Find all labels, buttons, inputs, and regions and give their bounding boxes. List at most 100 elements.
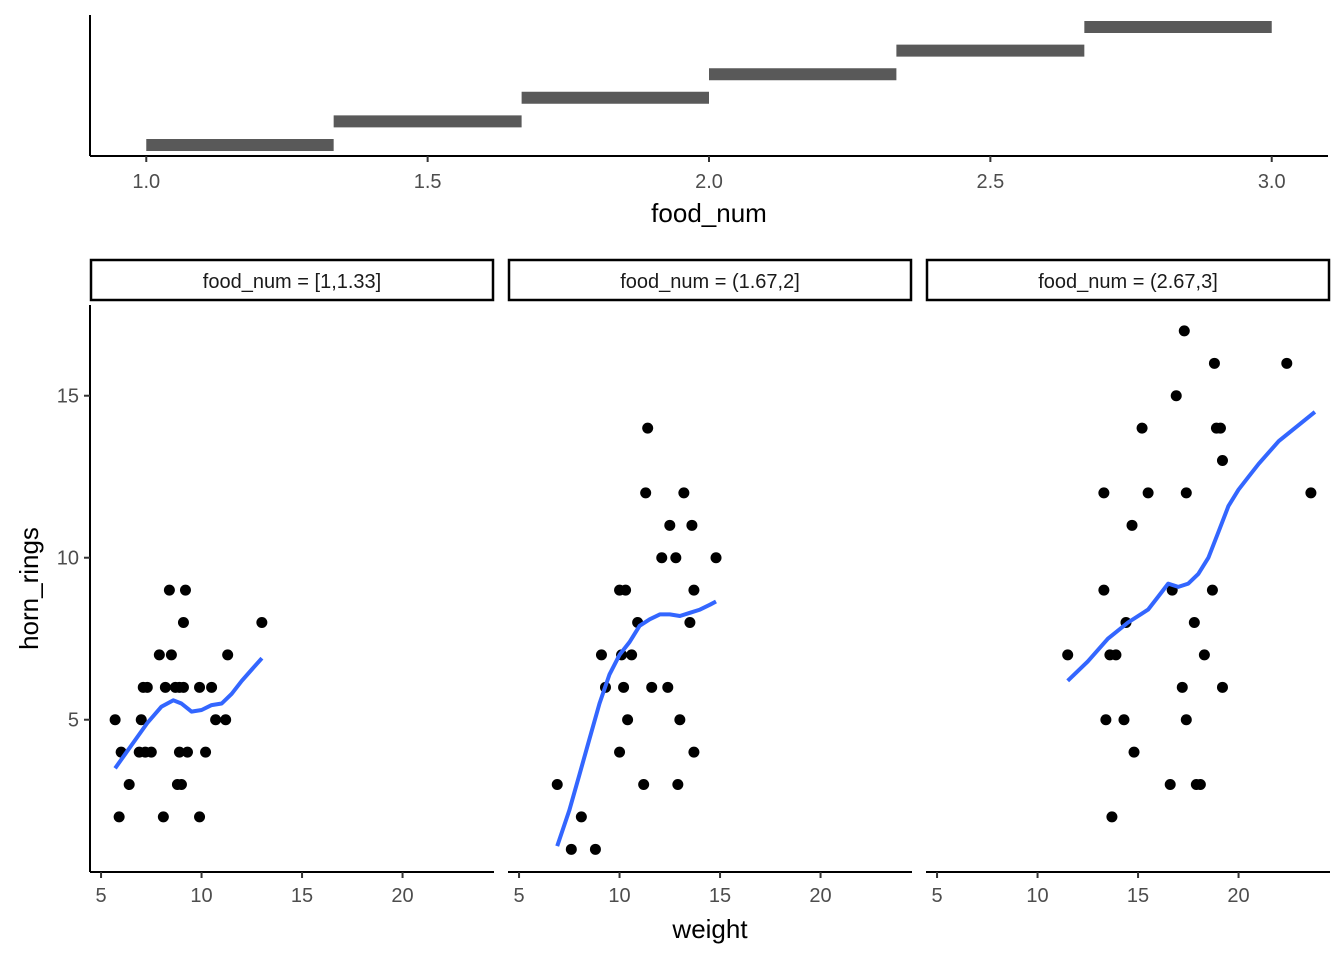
data-point xyxy=(640,487,652,499)
x-tick-label: 5 xyxy=(931,885,942,907)
facet-strip xyxy=(507,258,913,302)
data-point xyxy=(1106,811,1118,823)
data-point xyxy=(589,843,601,855)
x-tick-label: 15 xyxy=(709,885,731,907)
data-point xyxy=(135,714,147,726)
data-point xyxy=(1170,390,1182,402)
data-point xyxy=(1126,519,1138,531)
data-point xyxy=(1128,746,1140,758)
data-point xyxy=(153,649,165,661)
data-point xyxy=(710,552,722,564)
data-point xyxy=(159,681,171,693)
x-axis-title: weight xyxy=(671,914,748,944)
smooth-line xyxy=(113,656,264,770)
x-tick-label: 15 xyxy=(291,885,313,907)
facet-strip xyxy=(89,258,495,302)
top-x-tick-label: 2.0 xyxy=(695,171,723,193)
data-point xyxy=(1142,487,1154,499)
data-point xyxy=(113,811,125,823)
facet-panel: food_num = (2.67,3] 5 10 15 20 xyxy=(925,258,1331,907)
data-point xyxy=(157,811,169,823)
data-point xyxy=(626,649,638,661)
data-point xyxy=(688,584,700,596)
data-point xyxy=(1098,584,1110,596)
facet-panel: food_num = [1,1.33] 5 10 15 5 10 15 20 xyxy=(57,258,495,907)
data-point xyxy=(614,746,626,758)
data-point xyxy=(220,714,232,726)
data-point xyxy=(575,811,587,823)
top-x-tick-label: 3.0 xyxy=(1258,171,1286,193)
data-point xyxy=(1188,617,1200,629)
data-point xyxy=(194,811,206,823)
top-x-tick-label: 1.5 xyxy=(414,171,442,193)
data-point xyxy=(656,552,668,564)
data-point xyxy=(1100,714,1112,726)
x-tick-label: 5 xyxy=(95,885,106,907)
data-point xyxy=(646,681,658,693)
facet-strip xyxy=(925,258,1331,302)
smooth-line xyxy=(1066,410,1317,683)
data-point xyxy=(1176,681,1188,693)
data-point xyxy=(618,681,630,693)
facet-panel: food_num = (1.67,2] 5 10 15 20 xyxy=(507,258,913,907)
data-point xyxy=(141,681,153,693)
data-point xyxy=(123,779,135,791)
data-point xyxy=(672,779,684,791)
data-point xyxy=(1216,681,1228,693)
data-point xyxy=(1098,487,1110,499)
data-point xyxy=(1206,584,1218,596)
smooth-line xyxy=(555,599,717,847)
data-point xyxy=(1281,357,1293,369)
data-point xyxy=(179,584,191,596)
data-point xyxy=(165,649,177,661)
data-point xyxy=(1214,422,1226,434)
data-point xyxy=(1180,487,1192,499)
facet-strip-label: food_num = [1,1.33] xyxy=(203,271,381,293)
data-point xyxy=(686,519,698,531)
data-point xyxy=(1208,357,1220,369)
x-tick-label: 10 xyxy=(1026,885,1048,907)
y-axis-title: horn_rings xyxy=(14,527,44,650)
data-point xyxy=(1216,455,1228,467)
x-tick-label: 10 xyxy=(608,885,630,907)
x-tick-label: 20 xyxy=(809,885,831,907)
data-point xyxy=(595,649,607,661)
facet-strip-label: food_num = (1.67,2] xyxy=(620,271,800,293)
top-x-tick-label: 1.0 xyxy=(132,171,160,193)
data-point xyxy=(674,714,686,726)
data-point xyxy=(1118,714,1130,726)
data-point xyxy=(551,779,563,791)
data-point xyxy=(181,746,193,758)
x-tick-label: 20 xyxy=(1227,885,1249,907)
data-point xyxy=(662,681,674,693)
facet-strip-label: food_num = (2.67,3] xyxy=(1038,271,1218,293)
data-point xyxy=(1194,779,1206,791)
data-point xyxy=(678,487,690,499)
data-point xyxy=(1164,779,1176,791)
data-point xyxy=(688,746,700,758)
data-point xyxy=(670,552,682,564)
top-x-axis-title: food_num xyxy=(651,198,767,228)
data-point xyxy=(222,649,234,661)
data-point xyxy=(175,779,187,791)
data-point xyxy=(173,746,185,758)
x-tick-label: 15 xyxy=(1127,885,1149,907)
data-point xyxy=(206,681,218,693)
top-x-tick-label: 2.5 xyxy=(976,171,1004,193)
y-tick-label: 10 xyxy=(57,548,79,570)
data-point xyxy=(200,746,212,758)
data-point xyxy=(620,584,632,596)
x-tick-label: 20 xyxy=(391,885,413,907)
data-point xyxy=(177,681,189,693)
data-point xyxy=(622,714,634,726)
data-point xyxy=(145,746,157,758)
data-point xyxy=(256,617,268,629)
interval-plot: 1.0 1.5 2.0 2.5 3.0 food_num xyxy=(89,15,1328,228)
data-point xyxy=(109,714,121,726)
data-point xyxy=(1136,422,1148,434)
data-point xyxy=(642,422,654,434)
data-point xyxy=(684,617,696,629)
data-point xyxy=(638,779,650,791)
data-point xyxy=(565,843,577,855)
